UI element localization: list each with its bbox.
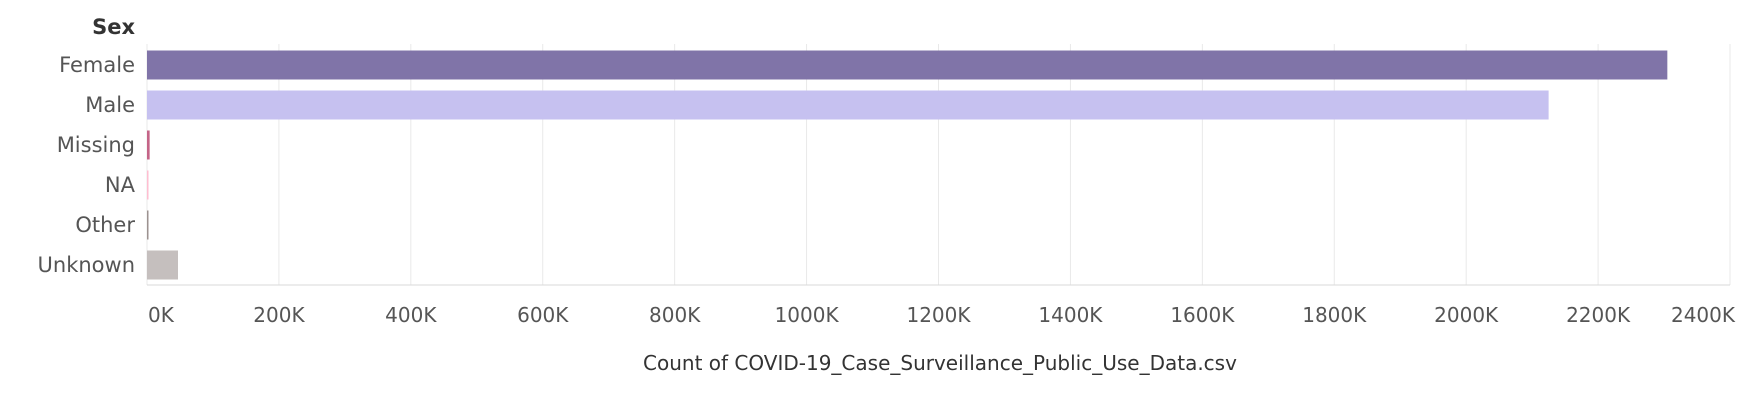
bar-male [147, 90, 1549, 120]
row-label-na: NA [105, 173, 136, 197]
row-label-other: Other [75, 213, 135, 237]
row-header-title: Sex [92, 15, 135, 39]
tick-labels-layer: 0K 200K 400K 600K 800K 1000K 1200K 1400K 1600K 18… [148, 303, 1736, 327]
x-tick-label: 1800K [1302, 303, 1367, 327]
x-tick-label: 1200K [906, 303, 971, 327]
x-tick-label: 800K [649, 303, 701, 327]
grid-layer [146, 44, 1731, 286]
x-tick-label: 600K [517, 303, 569, 327]
bar-other [147, 210, 149, 240]
row-label-male: Male [85, 93, 135, 117]
row-labels-layer: Female Male Missing NA Other Unknown [38, 53, 136, 277]
bar-female [147, 50, 1668, 80]
row-label-female: Female [59, 53, 135, 77]
bar-na [147, 170, 149, 200]
x-tick-label: 2200K [1566, 303, 1631, 327]
bar-missing [147, 130, 150, 160]
x-tick-label: 2000K [1434, 303, 1499, 327]
x-tick-label: 400K [385, 303, 437, 327]
row-label-missing: Missing [57, 133, 135, 157]
x-tick-label: 2400K [1671, 303, 1736, 327]
row-label-unknown: Unknown [38, 253, 135, 277]
x-tick-label: 1400K [1038, 303, 1103, 327]
x-tick-label: 1000K [775, 303, 840, 327]
x-tick-label: 0K [148, 303, 175, 327]
x-axis-title: Count of COVID-19_Case_Surveillance_Publ… [643, 351, 1237, 375]
bars-layer [147, 50, 1668, 280]
bar-unknown [147, 250, 179, 280]
x-tick-label: 200K [253, 303, 305, 327]
x-tick-label: 1600K [1170, 303, 1235, 327]
